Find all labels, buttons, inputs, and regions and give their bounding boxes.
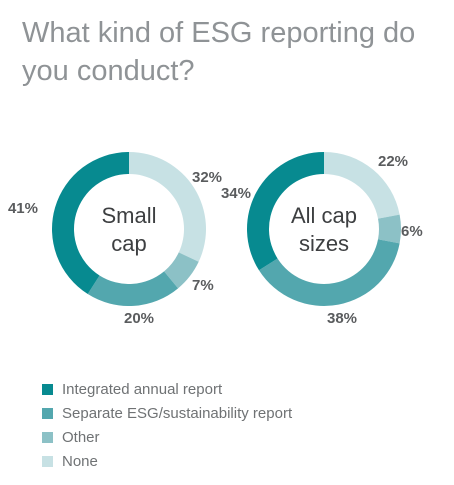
center-label: All cap <box>291 203 357 228</box>
legend-swatch <box>42 431 53 443</box>
data-label-other: 6% <box>401 223 423 240</box>
center-label: Small <box>101 203 156 228</box>
slice-other <box>378 214 401 244</box>
legend-item-none: None <box>42 449 292 473</box>
legend-item-other: Other <box>42 425 292 449</box>
legend-swatch <box>42 455 53 467</box>
data-label-none: 22% <box>378 153 408 170</box>
legend-item-separate: Separate ESG/sustainability report <box>42 401 292 425</box>
data-label-other: 7% <box>192 277 214 294</box>
legend-label: Integrated annual report <box>62 380 223 398</box>
slice-integrated <box>247 152 324 271</box>
data-label-none: 32% <box>192 169 222 186</box>
slice-separate <box>87 271 179 306</box>
center-label: sizes <box>299 231 349 256</box>
slice-integrated <box>52 152 130 295</box>
slice-other <box>164 252 199 289</box>
donut-small-cap: 41% 20% 7% 32% Small cap <box>8 152 222 327</box>
data-label-separate: 20% <box>124 310 154 327</box>
data-label-integrated: 41% <box>8 200 38 217</box>
legend-item-integrated: Integrated annual report <box>42 377 292 401</box>
data-label-integrated: 34% <box>221 185 251 202</box>
legend-label: None <box>62 452 98 470</box>
slice-none <box>129 152 206 262</box>
legend: Integrated annual report Separate ESG/su… <box>42 377 292 473</box>
slice-separate <box>258 239 400 306</box>
legend-swatch <box>42 383 53 395</box>
legend-label: Separate ESG/sustainability report <box>62 404 293 422</box>
legend-label: Other <box>62 428 100 446</box>
legend-swatch <box>42 407 53 419</box>
chart-title: What kind of ESG reporting do you conduc… <box>22 17 416 87</box>
data-label-separate: 38% <box>327 310 357 327</box>
donut-all-cap-sizes: 34% 38% 6% 22% All cap sizes <box>221 152 423 327</box>
center-label: cap <box>111 231 146 256</box>
slice-none <box>324 152 400 219</box>
